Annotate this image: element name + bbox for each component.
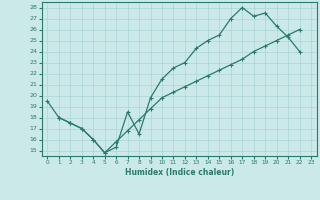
- X-axis label: Humidex (Indice chaleur): Humidex (Indice chaleur): [124, 168, 234, 177]
